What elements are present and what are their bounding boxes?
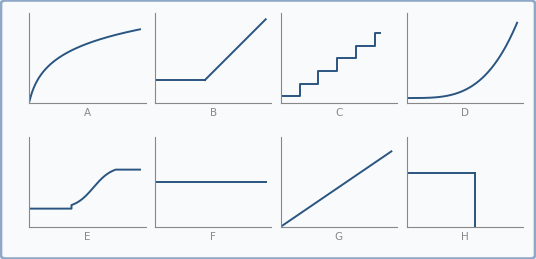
- Text: E: E: [84, 232, 91, 242]
- Text: C: C: [335, 108, 343, 118]
- Text: H: H: [461, 232, 468, 242]
- Text: F: F: [210, 232, 216, 242]
- Text: G: G: [335, 232, 343, 242]
- Text: D: D: [460, 108, 468, 118]
- Text: A: A: [84, 108, 91, 118]
- Text: B: B: [210, 108, 217, 118]
